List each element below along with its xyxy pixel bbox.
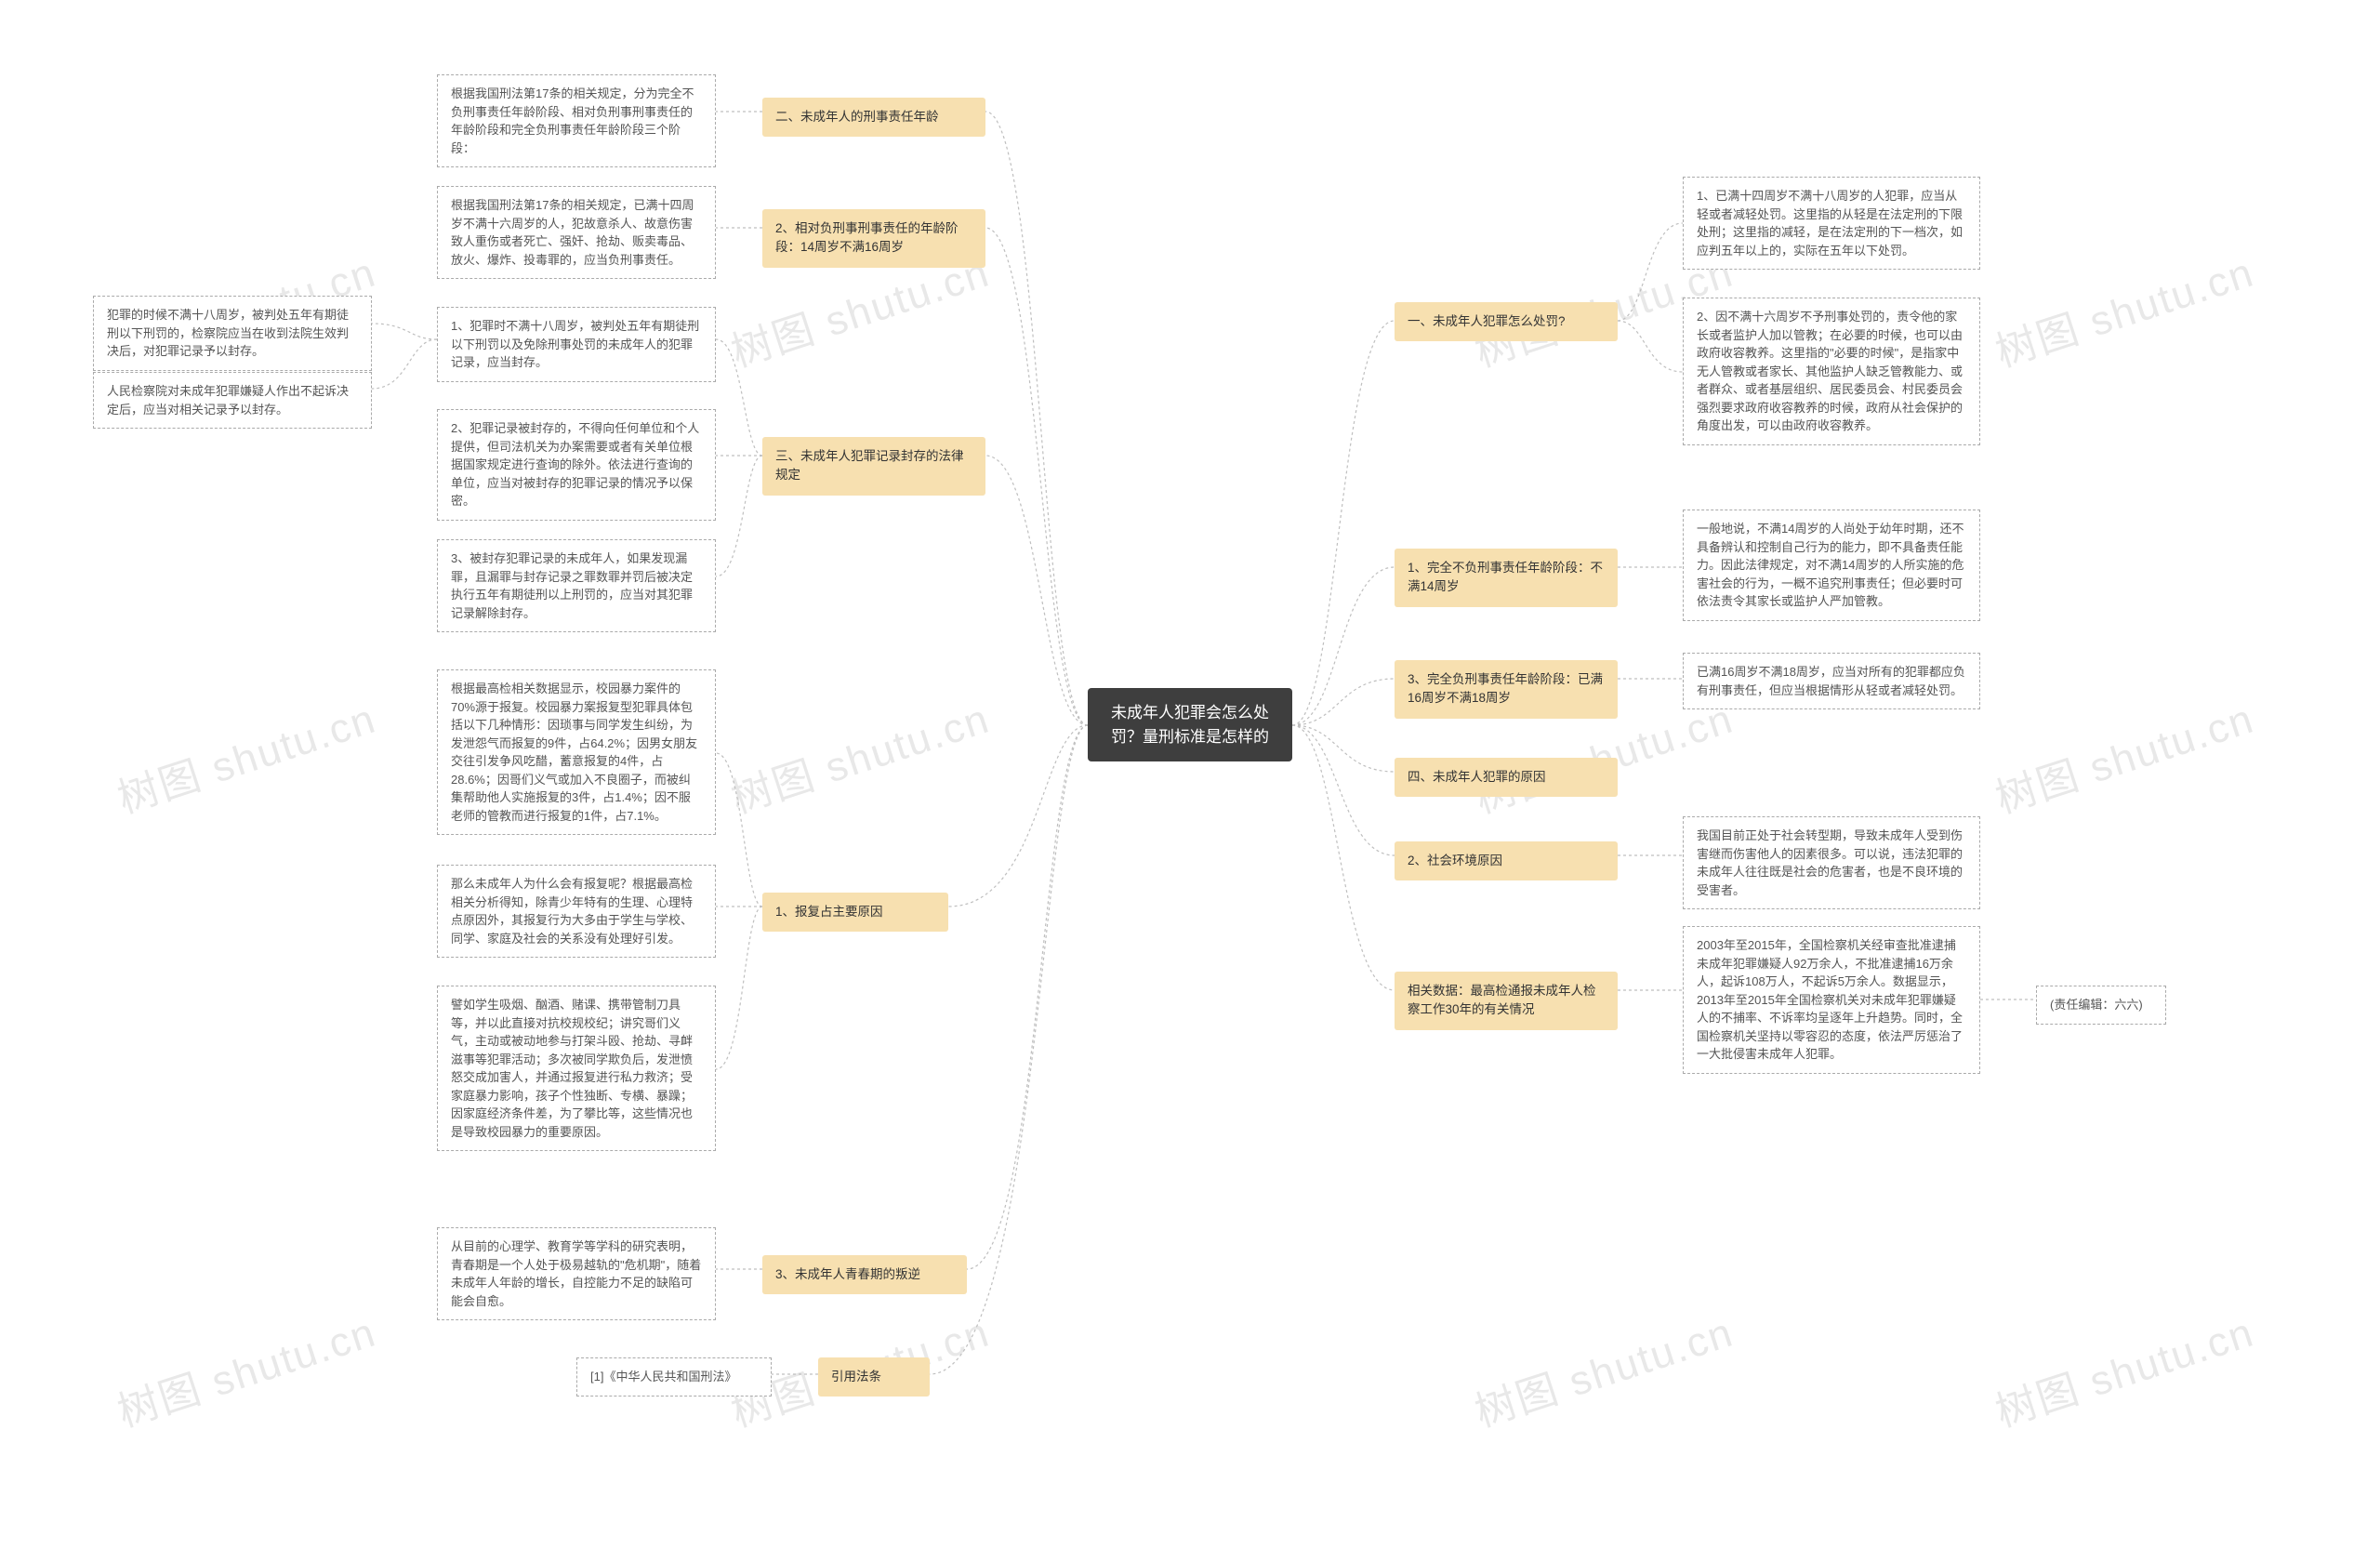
watermark: 树图 shutu.cn bbox=[1987, 239, 2260, 378]
watermark: 树图 shutu.cn bbox=[109, 685, 382, 825]
leaf-r2a: 一般地说，不满14周岁的人尚处于幼年时期，还不具备辨认和控制自己行为的能力，即不… bbox=[1683, 510, 1980, 621]
watermark: 树图 shutu.cn bbox=[109, 1299, 382, 1438]
root-node[interactable]: 未成年人犯罪会怎么处罚？量刑标准是怎样的 bbox=[1088, 688, 1292, 761]
leaf-r1b: 2、因不满十六周岁不予刑事处罚的，责令他的家长或者监护人加以管教；在必要的时候，… bbox=[1683, 298, 1980, 445]
watermark: 树图 shutu.cn bbox=[722, 685, 996, 825]
leaf-r1a: 1、已满十四周岁不满十八周岁的人犯罪，应当从轻或者减轻处罚。这里指的从轻是在法定… bbox=[1683, 177, 1980, 270]
leaf-l3c: 3、被封存犯罪记录的未成年人，如果发现漏罪，且漏罪与封存记录之罪数罪并罚后被决定… bbox=[437, 539, 716, 632]
leaf-l5a: 从目前的心理学、教育学等学科的研究表明，青春期是一个人处于极易越轨的"危机期"，… bbox=[437, 1227, 716, 1320]
connector-lines bbox=[0, 0, 2380, 1562]
branch-r3[interactable]: 3、完全负刑事责任年龄阶段：已满16周岁不满18周岁 bbox=[1395, 660, 1618, 719]
branch-r4[interactable]: 四、未成年人犯罪的原因 bbox=[1395, 758, 1618, 797]
leaf-l3b: 2、犯罪记录被封存的，不得向任何单位和个人提供，但司法机关为办案需要或者有关单位… bbox=[437, 409, 716, 521]
leaf-l3a2: 人民检察院对未成年犯罪嫌疑人作出不起诉决定后，应当对相关记录予以封存。 bbox=[93, 372, 372, 429]
leaf-r3a: 已满16周岁不满18周岁，应当对所有的犯罪都应负有刑事责任，但应当根据情形从轻或… bbox=[1683, 653, 1980, 709]
branch-r1[interactable]: 一、未成年人犯罪怎么处罚? bbox=[1395, 302, 1618, 341]
leaf-l4c: 譬如学生吸烟、酗酒、赌课、携带管制刀具等，并以此直接对抗校规校纪；讲究哥们义气，… bbox=[437, 986, 716, 1151]
leaf-l4a: 根据最高检相关数据显示，校园暴力案件的70%源于报复。校园暴力案报复型犯罪具体包… bbox=[437, 669, 716, 835]
leaf-l1a: 根据我国刑法第17条的相关规定，分为完全不负刑事责任年龄阶段、相对负刑事刑事责任… bbox=[437, 74, 716, 167]
branch-l4[interactable]: 1、报复占主要原因 bbox=[762, 893, 948, 932]
watermark: 树图 shutu.cn bbox=[1987, 1299, 2260, 1438]
branch-r2[interactable]: 1、完全不负刑事责任年龄阶段：不满14周岁 bbox=[1395, 549, 1618, 607]
leaf-l3a: 1、犯罪时不满十八周岁，被判处五年有期徒刑以下刑罚以及免除刑事处罚的未成年人的犯… bbox=[437, 307, 716, 382]
branch-l3[interactable]: 三、未成年人犯罪记录封存的法律规定 bbox=[762, 437, 985, 496]
leaf-r6a: 2003年至2015年，全国检察机关经审查批准逮捕未成年犯罪嫌疑人92万余人，不… bbox=[1683, 926, 1980, 1074]
branch-l6[interactable]: 引用法条 bbox=[818, 1357, 930, 1397]
branch-l5[interactable]: 3、未成年人青春期的叛逆 bbox=[762, 1255, 967, 1294]
leaf-l6a: [1]《中华人民共和国刑法》 bbox=[576, 1357, 772, 1397]
branch-l2[interactable]: 2、相对负刑事刑事责任的年龄阶段：14周岁不满16周岁 bbox=[762, 209, 985, 268]
leaf-r5a: 我国目前正处于社会转型期，导致未成年人受到伤害继而伤害他人的因素很多。可以说，违… bbox=[1683, 816, 1980, 909]
branch-r6[interactable]: 相关数据：最高检通报未成年人检察工作30年的有关情况 bbox=[1395, 972, 1618, 1030]
leaf-r6b: (责任编辑：六六) bbox=[2036, 986, 2166, 1025]
leaf-l2a: 根据我国刑法第17条的相关规定，已满十四周岁不满十六周岁的人，犯故意杀人、故意伤… bbox=[437, 186, 716, 279]
watermark: 树图 shutu.cn bbox=[1466, 1299, 1739, 1438]
branch-r5[interactable]: 2、社会环境原因 bbox=[1395, 841, 1618, 880]
leaf-l3a1: 犯罪的时候不满十八周岁，被判处五年有期徒刑以下刑罚的，检察院应当在收到法院生效判… bbox=[93, 296, 372, 371]
leaf-l4b: 那么未成年人为什么会有报复呢？根据最高检相关分析得知，除青少年特有的生理、心理特… bbox=[437, 865, 716, 958]
watermark: 树图 shutu.cn bbox=[1987, 685, 2260, 825]
branch-l1[interactable]: 二、未成年人的刑事责任年龄 bbox=[762, 98, 985, 137]
